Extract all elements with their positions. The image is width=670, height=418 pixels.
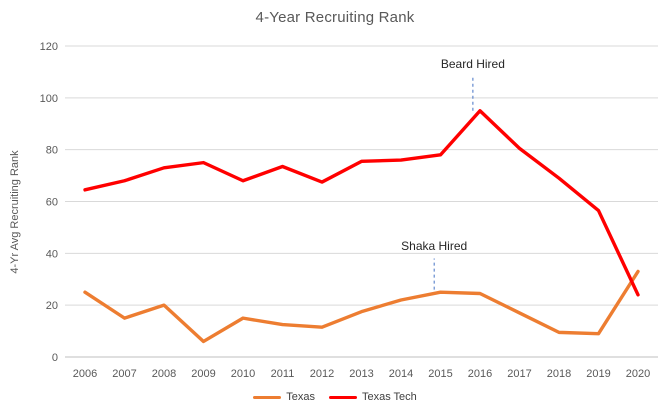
y-tick-label: 0 [52,352,58,364]
x-tick-label: 2006 [73,368,97,380]
x-tick-label: 2013 [349,368,373,380]
x-tick-label: 2007 [112,368,136,380]
chart-title: 4-Year Recruiting Rank [255,9,415,26]
x-tick-label: 2011 [271,368,295,380]
texas-tech-line-swatch [328,395,357,399]
x-tick-label: 2020 [626,368,650,380]
x-tick-label: 2010 [231,368,255,380]
x-tick-label: 2019 [586,368,610,380]
x-tick-label: 2016 [468,368,492,380]
legend-label-texas-tech: Texas Tech [361,391,417,403]
y-tick-label: 120 [40,41,58,53]
texas-line-swatch [253,395,282,399]
legend-label-texas: Texas [286,391,315,403]
x-tick-label: 2014 [389,368,413,380]
y-tick-label: 80 [46,145,58,157]
x-tick-label: 2015 [428,368,452,380]
y-tick-label: 40 [46,248,58,260]
annotation-shaka-hired: Shaka Hired [401,238,468,253]
x-tick-label: 2008 [152,368,176,380]
series-line-texas-tech [83,109,640,297]
legend-item-texas: Texas [253,391,315,403]
series-line-texas [83,269,640,344]
x-tick-label: 2012 [310,368,334,380]
legend-item-texas-tech: Texas Tech [328,391,417,403]
y-tick-label: 60 [46,197,58,209]
x-tick-label: 2017 [507,368,531,380]
x-tick-label: 2009 [191,368,215,380]
y-tick-label: 100 [40,93,58,105]
legend: Texas Texas Tech [0,391,670,403]
annotation-beard-hired: Beard Hired [440,57,505,72]
y-tick-label: 20 [46,300,58,312]
x-tick-label: 2018 [547,368,571,380]
